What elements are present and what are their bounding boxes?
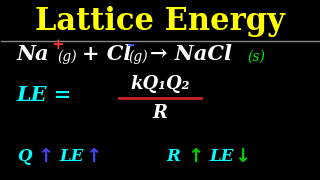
Text: (g): (g) bbox=[129, 50, 148, 64]
Text: LE: LE bbox=[60, 148, 84, 165]
Text: + Cl: + Cl bbox=[82, 44, 131, 64]
Text: (g): (g) bbox=[58, 50, 77, 64]
Text: LE =: LE = bbox=[17, 85, 72, 105]
Text: kQ₁Q₂: kQ₁Q₂ bbox=[130, 75, 190, 93]
Text: ↑: ↑ bbox=[37, 147, 54, 166]
Text: ↑: ↑ bbox=[187, 147, 204, 166]
Text: +: + bbox=[51, 38, 64, 52]
Text: ↓: ↓ bbox=[235, 147, 251, 166]
Text: R: R bbox=[153, 103, 167, 122]
Text: LE: LE bbox=[209, 148, 234, 165]
Text: Q: Q bbox=[17, 148, 31, 165]
Text: Lattice Energy: Lattice Energy bbox=[35, 6, 285, 37]
Text: R: R bbox=[166, 148, 180, 165]
Text: ↑: ↑ bbox=[85, 147, 102, 166]
Text: –: – bbox=[126, 38, 133, 52]
Text: → NaCl: → NaCl bbox=[150, 44, 232, 64]
Text: Na: Na bbox=[17, 44, 50, 64]
Text: (s): (s) bbox=[247, 50, 265, 64]
